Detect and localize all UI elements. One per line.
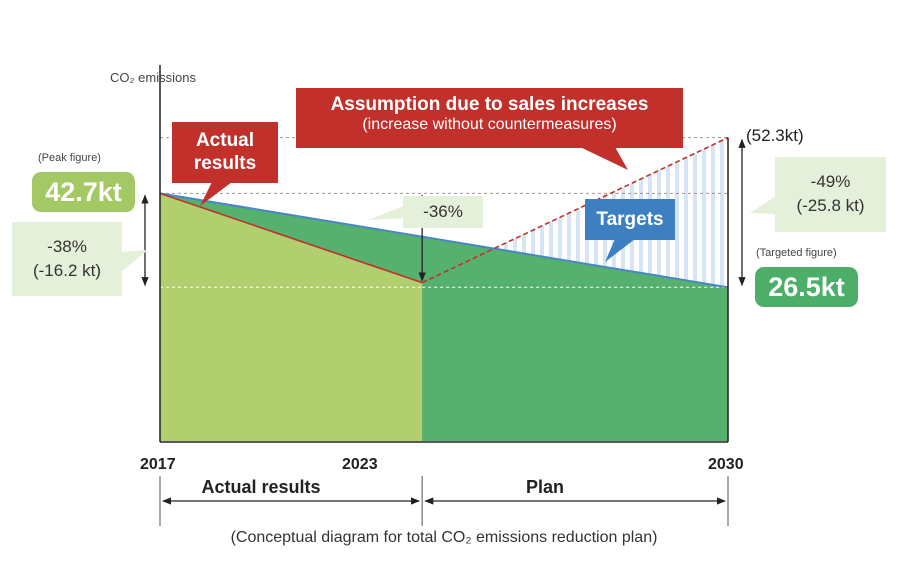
actual-callout-line2: results — [193, 153, 257, 174]
period-plan-label: Plan — [525, 477, 564, 497]
gap-2023-tail — [368, 206, 404, 220]
assumption-subtitle: (increase without countermeasures) — [362, 116, 617, 133]
reduction-2030-tail — [750, 196, 776, 214]
targets-callout-tail — [605, 239, 635, 262]
assumed-2030-value: (52.3kt) — [746, 126, 804, 145]
gap-2023-box: -36% — [403, 196, 483, 228]
actual-area — [160, 193, 423, 441]
assumption-callout-tail — [580, 147, 628, 170]
target-line — [159, 192, 729, 289]
caption: (Conceptual diagram for total CO₂ emissi… — [230, 529, 658, 546]
peak-value-badge: 42.7kt — [32, 172, 135, 212]
reduction-2030-kt: (-25.8 kt) — [796, 196, 865, 215]
x-tick-2030: 2030 — [708, 456, 744, 473]
period-actual-label: Actual results — [201, 477, 321, 497]
targets-callout: Targets — [585, 199, 675, 240]
x-tick-2023: 2023 — [342, 456, 378, 473]
actual-callout-tail — [200, 182, 232, 206]
actual-line — [159, 192, 423, 284]
target-label: (Targeted figure) — [756, 247, 837, 259]
reduction-2023-box: -38% (-16.2 kt) — [12, 222, 122, 296]
reduction-2023-kt: (-16.2 kt) — [32, 261, 102, 280]
assumption-callout: Assumption due to sales increases (incre… — [296, 88, 683, 148]
assumption-title: Assumption due to sales increases — [330, 94, 649, 115]
reduction-2030-box: -49% (-25.8 kt) — [775, 157, 886, 232]
actual-results-callout: Actual results — [172, 122, 278, 183]
reduction-2023-pct: -38% — [47, 237, 87, 256]
actual-callout-line1: Actual — [195, 130, 255, 151]
y-axis-label: CO₂ emissions — [110, 70, 196, 85]
reduction-2030-pct: -49% — [810, 172, 851, 191]
x-tick-2017: 2017 — [140, 456, 176, 473]
reduction-2023-tail — [121, 250, 148, 272]
peak-label: (Peak figure) — [38, 152, 101, 164]
assumption-line — [421, 136, 729, 284]
target-value-badge: 26.5kt — [755, 267, 858, 307]
